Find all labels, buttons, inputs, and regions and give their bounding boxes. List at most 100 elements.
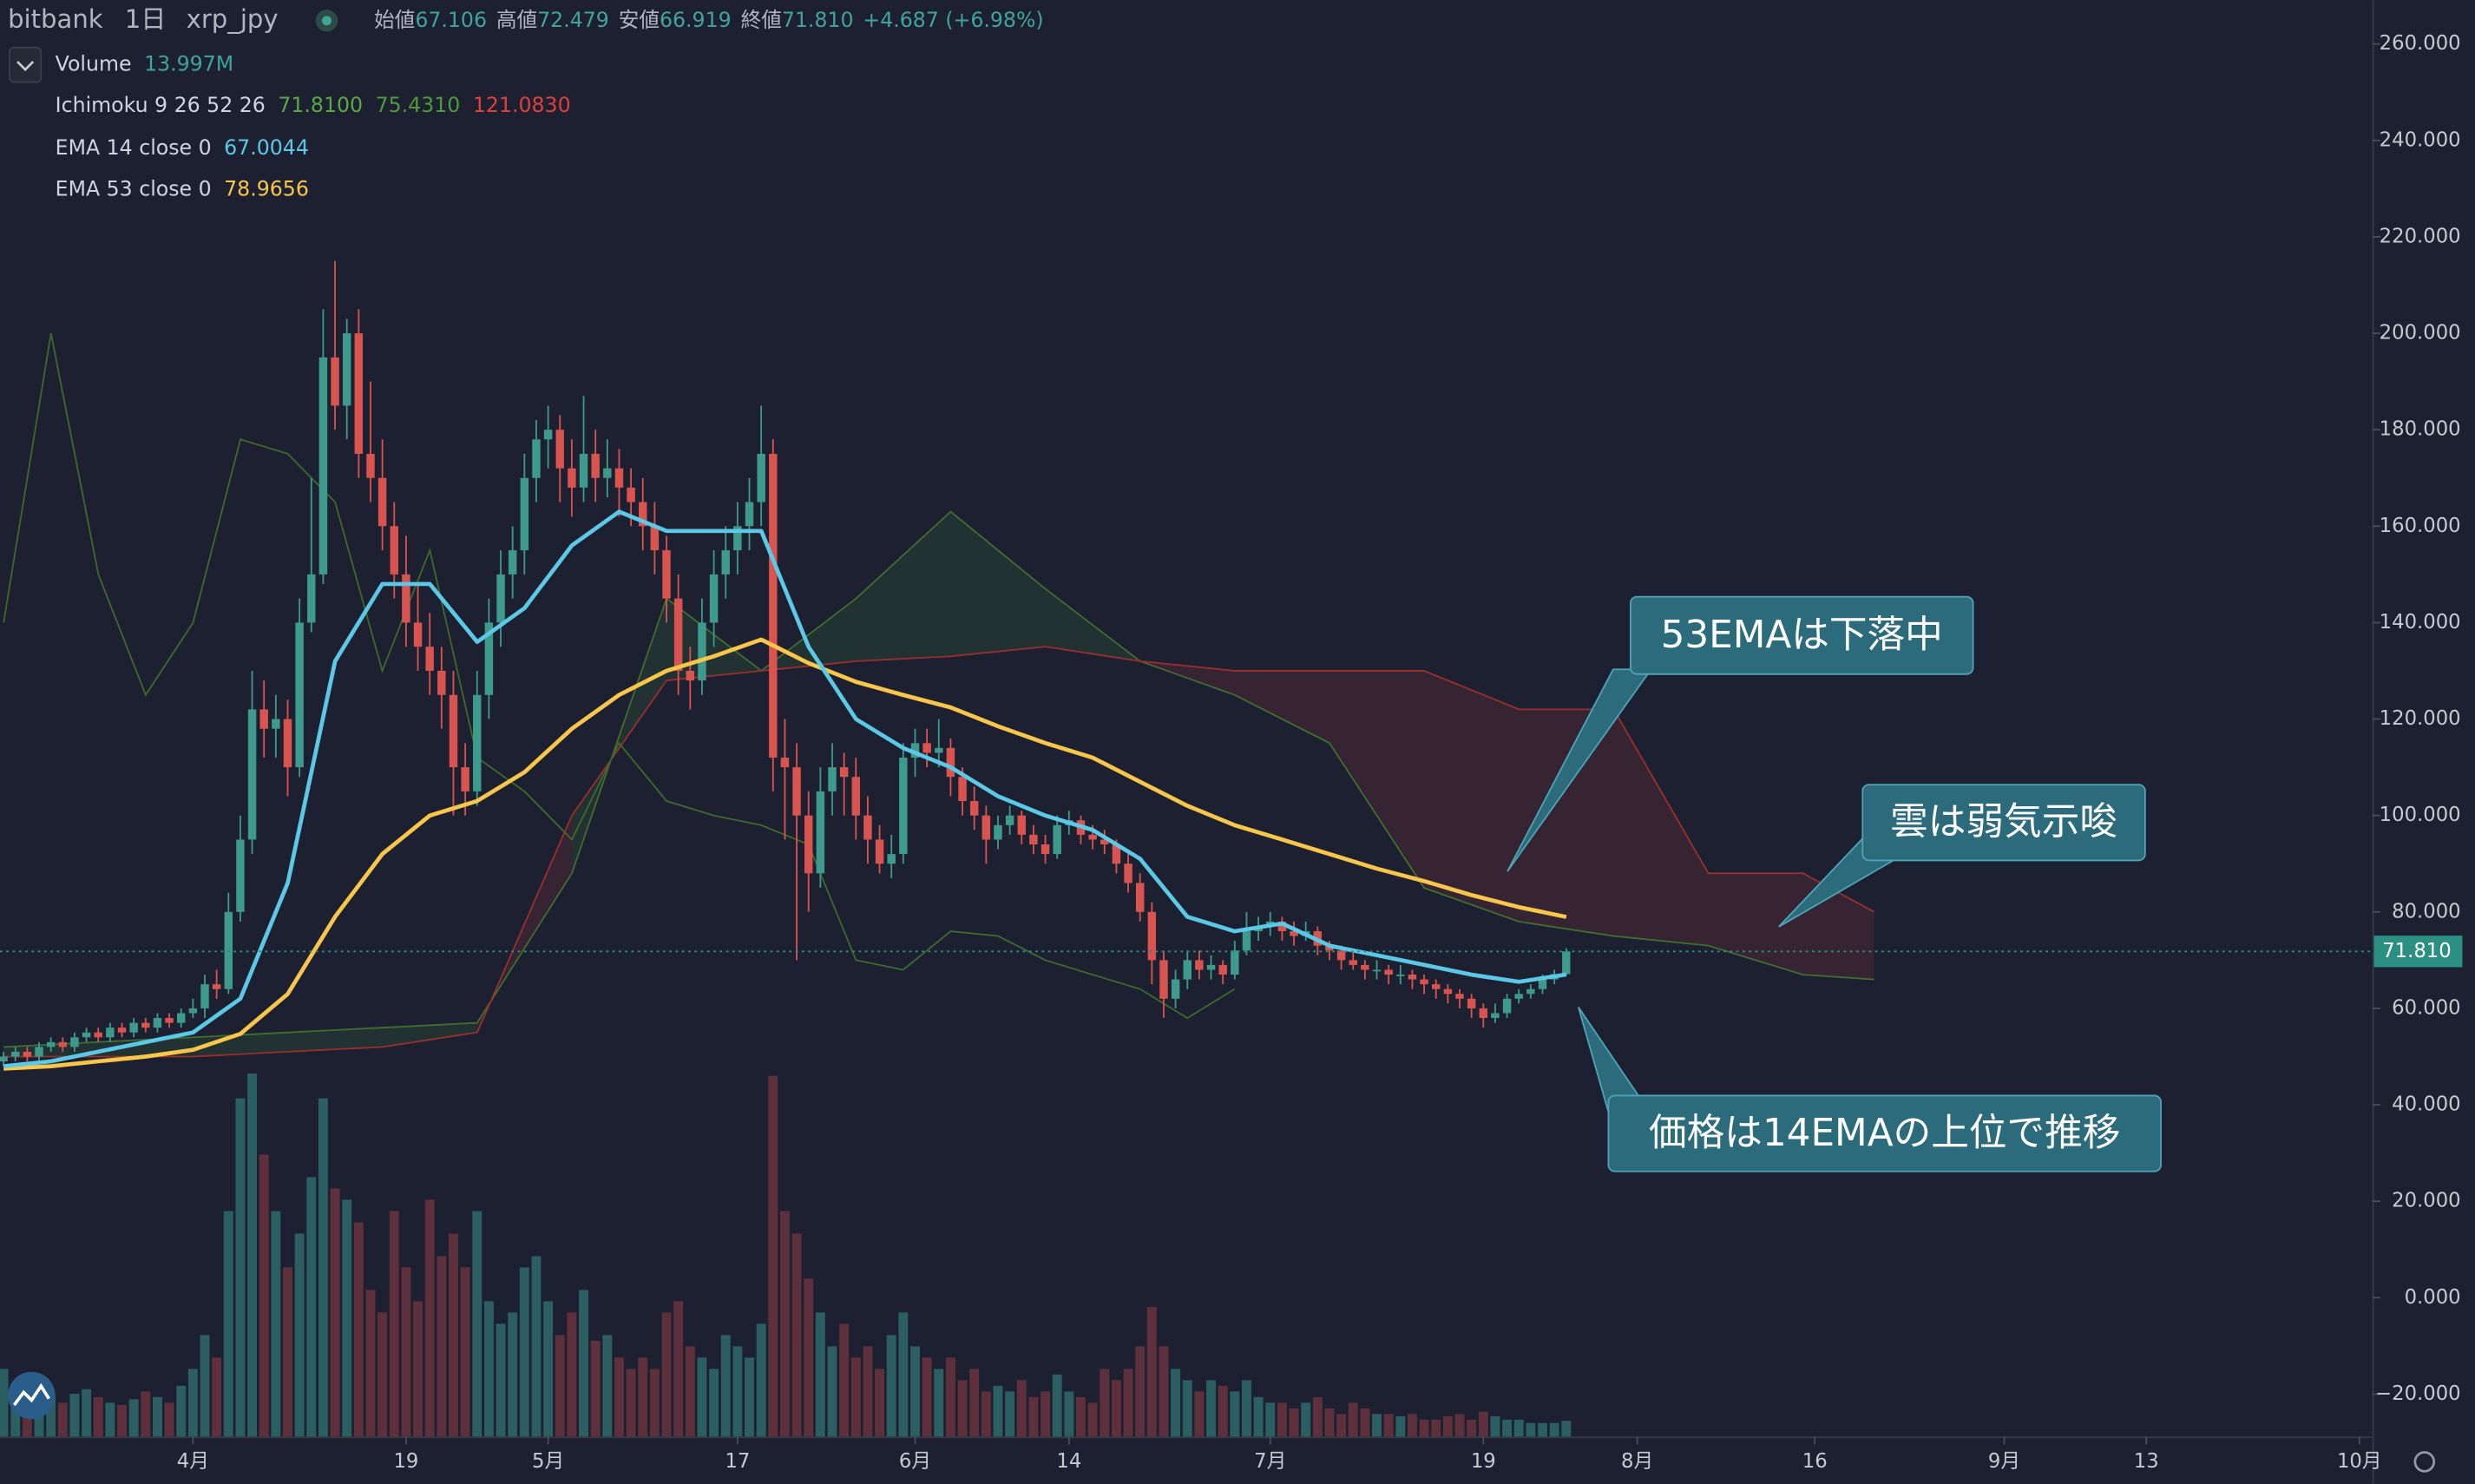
candle-body — [899, 757, 908, 855]
volume-bar — [1171, 1369, 1181, 1437]
logo[interactable] — [8, 1371, 56, 1420]
interval[interactable]: 1日 — [125, 4, 167, 34]
x-tick-label: 14 — [1056, 1450, 1081, 1473]
volume-bar — [449, 1233, 458, 1437]
candle-body — [935, 747, 943, 753]
ohlc-value: 67.106 — [415, 7, 487, 31]
candle-body — [627, 487, 635, 502]
candle-body — [1443, 988, 1453, 995]
volume-bar — [1454, 1414, 1465, 1437]
candle-body — [1290, 931, 1298, 936]
candle-body — [259, 709, 268, 729]
callout-box — [1861, 784, 2146, 862]
candle-body — [721, 550, 730, 575]
candle-body — [1088, 834, 1097, 840]
candle-body — [94, 1032, 102, 1038]
volume-bar — [1206, 1380, 1216, 1437]
y-tick-label: 20.000 — [2392, 1190, 2461, 1212]
candle-body — [1514, 994, 1523, 999]
cloud-segment — [1234, 670, 1329, 744]
volume-bar — [1146, 1306, 1157, 1437]
candle-body — [1336, 950, 1346, 961]
volume-bar — [496, 1323, 506, 1437]
candle-body — [224, 911, 233, 989]
x-tick-label: 19 — [393, 1450, 418, 1473]
volume-bar — [365, 1290, 376, 1437]
volume-bar — [638, 1357, 648, 1437]
ohlc-label: 終値 — [741, 7, 782, 31]
candle-body — [1124, 863, 1132, 883]
candle-body — [650, 526, 660, 551]
candle-body — [272, 719, 280, 729]
volume-bar — [294, 1233, 305, 1437]
volume-bar — [1383, 1414, 1394, 1437]
volume-bar — [649, 1369, 660, 1437]
volume-bar — [1087, 1402, 1098, 1437]
candle-body — [1384, 969, 1393, 975]
candle-body — [1431, 984, 1441, 989]
candle-body — [532, 439, 541, 478]
cloud-lead1 — [3, 510, 1874, 1048]
status-dot — [322, 16, 332, 26]
cloud-segment — [1329, 670, 1425, 889]
settings-icon[interactable] — [2413, 1451, 2436, 1473]
candle-body — [1396, 975, 1405, 976]
y-tick-label: 200.000 — [2380, 322, 2461, 345]
candle-body — [981, 815, 991, 840]
volume-bar — [957, 1380, 968, 1437]
volume-bar — [377, 1312, 388, 1437]
indicator-name: EMA 53 close 0 — [56, 176, 212, 200]
volume-bar — [531, 1256, 542, 1437]
candle-body — [23, 1051, 32, 1057]
logo-mark — [12, 1382, 50, 1407]
volume-bar — [898, 1312, 909, 1437]
candle-body — [473, 694, 482, 791]
candle-body — [1538, 979, 1547, 989]
volume-bar — [875, 1369, 885, 1437]
cloud-lead2 — [3, 646, 1874, 1058]
symbol[interactable]: xrp_jpy — [187, 4, 279, 34]
candle-body — [307, 574, 316, 623]
candle-body — [496, 574, 505, 623]
candle-body — [1455, 994, 1464, 999]
y-tick-label: −20.000 — [2375, 1382, 2461, 1405]
volume-bar — [0, 1369, 9, 1437]
candle-body — [1526, 988, 1535, 995]
candle-body — [639, 502, 647, 527]
volume-bar — [1230, 1391, 1240, 1437]
volume-bar — [1123, 1369, 1133, 1437]
candle-body — [318, 357, 328, 575]
candle-body — [1005, 815, 1014, 825]
candle-body — [792, 767, 801, 816]
volume-bar — [543, 1301, 554, 1437]
last-price-tag — [2373, 936, 2463, 968]
candle-body — [910, 743, 920, 758]
volume-bar — [1549, 1422, 1559, 1437]
volume-bar — [567, 1312, 577, 1437]
collapse-button[interactable] — [9, 46, 43, 83]
volume-bar — [271, 1211, 281, 1437]
candle-body — [331, 357, 339, 406]
volume-bar — [661, 1312, 672, 1437]
candle-body — [354, 333, 364, 454]
volume-bar — [82, 1389, 92, 1437]
volume-bar — [1336, 1414, 1347, 1437]
x-tick-label: 16 — [1802, 1450, 1828, 1473]
indicator-value: 121.0830 — [473, 92, 571, 116]
y-tick-label: 40.000 — [2392, 1093, 2461, 1116]
cloud-segment — [856, 511, 951, 661]
candle-body — [1277, 921, 1287, 932]
volume-bar — [590, 1340, 601, 1437]
volume-bar — [223, 1211, 233, 1437]
volume-bar — [1561, 1421, 1572, 1437]
candle-body — [780, 757, 790, 768]
candle-body — [1100, 839, 1109, 845]
candle-body — [117, 1028, 127, 1033]
y-tick-label: 240.000 — [2380, 128, 2461, 151]
volume-bar — [1052, 1374, 1062, 1437]
candle-body — [614, 468, 624, 488]
volume-bar — [1005, 1391, 1015, 1437]
candle-body — [402, 574, 410, 623]
